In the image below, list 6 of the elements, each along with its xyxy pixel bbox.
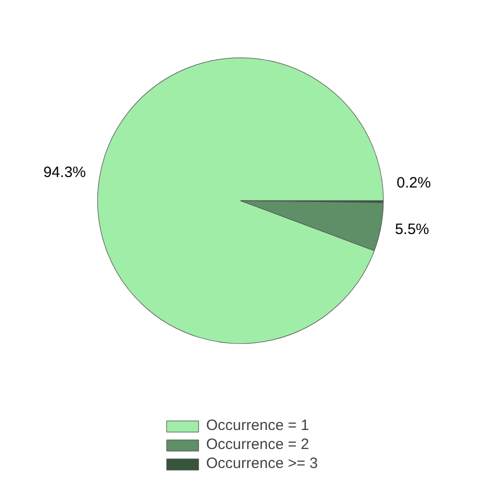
data-label: 94.3% (43, 164, 86, 182)
data-label: 5.5% (394, 221, 430, 238)
legend-label: Occurrence >= 3 (206, 455, 318, 472)
data-label: 0.2% (396, 174, 431, 192)
legend-label: Occurrence = 1 (206, 417, 310, 434)
legend-label: Occurrence = 2 (206, 436, 310, 453)
